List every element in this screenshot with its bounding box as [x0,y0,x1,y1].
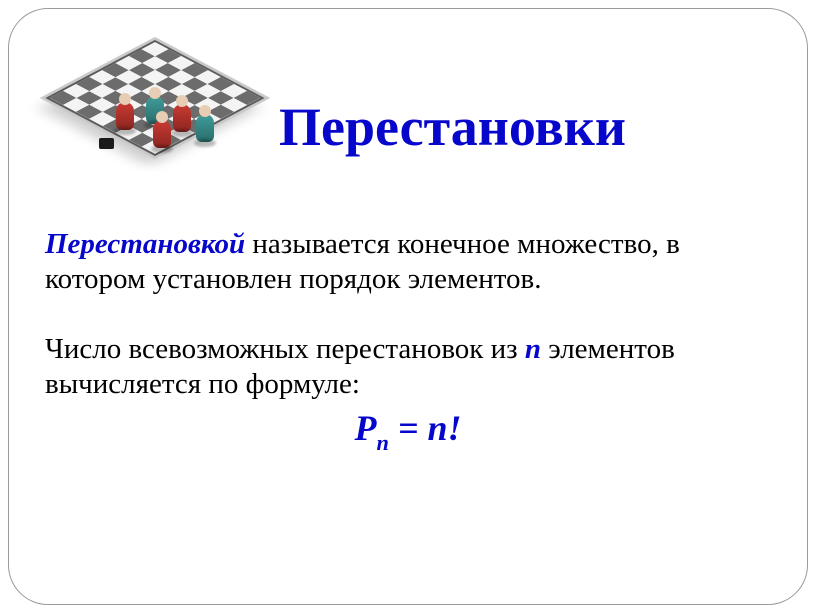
slide-frame: Перестановки Перестановкой называется ко… [8,8,808,605]
slide-title: Перестановки [279,100,626,154]
formula-rhs: n! [427,408,461,448]
header-row: Перестановки [45,33,771,203]
figure-red [150,111,174,153]
figure-red [113,93,137,135]
chessboard-illustration [45,33,265,203]
formula: Pn = n! [45,407,771,454]
definition-paragraph: Перестановкой называется конечное множес… [45,227,771,298]
formula-eq: = [389,408,428,448]
definition-term: Перестановкой [45,228,245,260]
figure-teal [193,105,217,147]
n-symbol: n [525,333,541,365]
count-paragraph: Число всевозможных перестановок из n эле… [45,332,771,454]
formula-lhs-base: P [355,408,377,448]
formula-lhs-sub: n [377,430,389,455]
briefcase-icon [99,138,114,149]
count-text-part1: Число всевозможных перестановок из [45,333,525,365]
